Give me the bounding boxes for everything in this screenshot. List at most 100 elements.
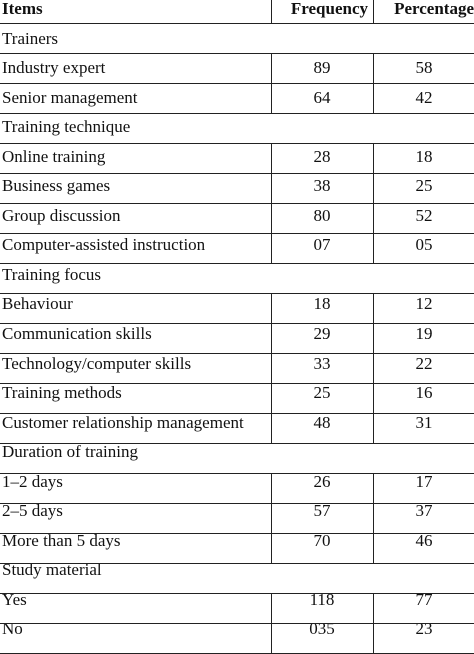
header-items: Items — [2, 0, 43, 18]
column-rule — [271, 534, 272, 564]
frequency-cell: 29 — [313, 324, 331, 344]
section-row: Study material — [0, 555, 474, 585]
row-rule — [0, 233, 474, 234]
frequency-cell: 57 — [313, 501, 331, 521]
row-rule — [0, 323, 474, 324]
table-row: Senior management 64 42 — [0, 83, 474, 113]
percentage-cell: 58 — [415, 58, 433, 78]
column-rule — [373, 534, 374, 564]
section-row: Trainers — [0, 24, 474, 54]
percentage-cell: 19 — [415, 324, 433, 344]
row-rule — [0, 443, 474, 444]
column-rule — [271, 414, 272, 444]
item-cell: Behaviour — [2, 294, 73, 314]
item-cell: Group discussion — [2, 205, 121, 225]
percentage-cell: 31 — [415, 412, 433, 432]
row-rule — [0, 53, 474, 54]
item-cell: Online training — [2, 146, 106, 166]
table-row: Communication skills 29 19 — [0, 319, 474, 349]
frequency-cell: 07 — [313, 235, 331, 255]
row-rule — [0, 563, 474, 564]
percentage-cell: 25 — [415, 176, 433, 196]
table-row: Yes 118 77 — [0, 585, 474, 615]
item-cell: Computer-assisted instruction — [2, 235, 206, 255]
column-rule — [373, 594, 374, 624]
frequency-cell: 25 — [313, 383, 331, 403]
column-rule — [373, 294, 374, 324]
percentage-cell: 42 — [415, 87, 433, 107]
percentage-cell: 17 — [415, 471, 433, 491]
column-rule — [271, 54, 272, 84]
row-rule — [0, 593, 474, 594]
table-row: 1–2 days 26 17 — [0, 467, 474, 497]
column-rule — [373, 414, 374, 444]
table-row: Computer-assisted instruction 07 05 — [0, 230, 474, 260]
column-rule — [271, 144, 272, 174]
table-row: Business games 38 25 — [0, 171, 474, 201]
table-row: Training methods 25 16 — [0, 378, 474, 408]
column-rule — [271, 84, 272, 114]
column-rule — [271, 504, 272, 534]
section-label: Study material — [2, 560, 102, 580]
column-rule — [373, 204, 374, 234]
section-row: Training focus — [0, 260, 474, 290]
header-percentage: Percentage — [394, 0, 474, 18]
column-rule — [373, 234, 374, 264]
item-cell: Industry expert — [2, 58, 106, 78]
frequency-cell: 80 — [313, 205, 331, 225]
column-rule — [373, 54, 374, 84]
column-rule — [271, 624, 272, 654]
table-row: No 035 23 — [0, 614, 474, 644]
table-row: Group discussion 80 52 — [0, 201, 474, 231]
row-rule — [0, 263, 474, 264]
row-rule — [0, 533, 474, 534]
table-row: Technology/computer skills 33 22 — [0, 349, 474, 379]
table-row: Industry expert 89 58 — [0, 53, 474, 83]
row-rule — [0, 623, 474, 624]
column-rule — [271, 0, 272, 24]
row-rule — [0, 413, 474, 414]
item-cell: Senior management — [2, 87, 138, 107]
item-cell: Communication skills — [2, 324, 152, 344]
percentage-cell: 05 — [415, 235, 433, 255]
frequency-cell: 26 — [313, 471, 331, 491]
frequency-cell: 035 — [309, 619, 335, 639]
column-rule — [271, 384, 272, 414]
row-rule — [0, 473, 474, 474]
table-row: More than 5 days 70 46 — [0, 526, 474, 556]
column-rule — [271, 354, 272, 384]
frequency-cell: 28 — [313, 146, 331, 166]
section-label: Training technique — [2, 117, 131, 137]
row-rule — [0, 143, 474, 144]
item-cell: Business games — [2, 176, 111, 196]
column-rule — [373, 324, 374, 354]
table-row: Behaviour 18 12 — [0, 289, 474, 319]
row-rule — [0, 503, 474, 504]
column-rule — [373, 474, 374, 504]
column-rule — [373, 174, 374, 204]
percentage-cell: 12 — [415, 294, 433, 314]
column-rule — [373, 504, 374, 534]
row-rule — [0, 293, 474, 294]
row-rule — [0, 83, 474, 84]
header-frequency: Frequency — [290, 0, 368, 18]
frequency-cell: 118 — [309, 589, 335, 609]
item-cell: 2–5 days — [2, 501, 63, 521]
table-row: Online training 28 18 — [0, 142, 474, 172]
percentage-cell: 46 — [415, 530, 433, 550]
section-label: Duration of training — [2, 442, 138, 462]
percentage-cell: 18 — [415, 146, 433, 166]
section-label: Training focus — [2, 264, 102, 284]
item-cell: Technology/computer skills — [2, 353, 192, 373]
column-rule — [271, 174, 272, 204]
column-rule — [373, 624, 374, 654]
percentage-cell: 52 — [415, 205, 433, 225]
section-label: Trainers — [2, 28, 59, 48]
frequency-cell: 89 — [313, 58, 331, 78]
column-rule — [271, 204, 272, 234]
row-rule — [0, 113, 474, 114]
frequency-cell: 70 — [313, 530, 331, 550]
item-cell: No — [2, 619, 23, 639]
row-rule — [0, 203, 474, 204]
